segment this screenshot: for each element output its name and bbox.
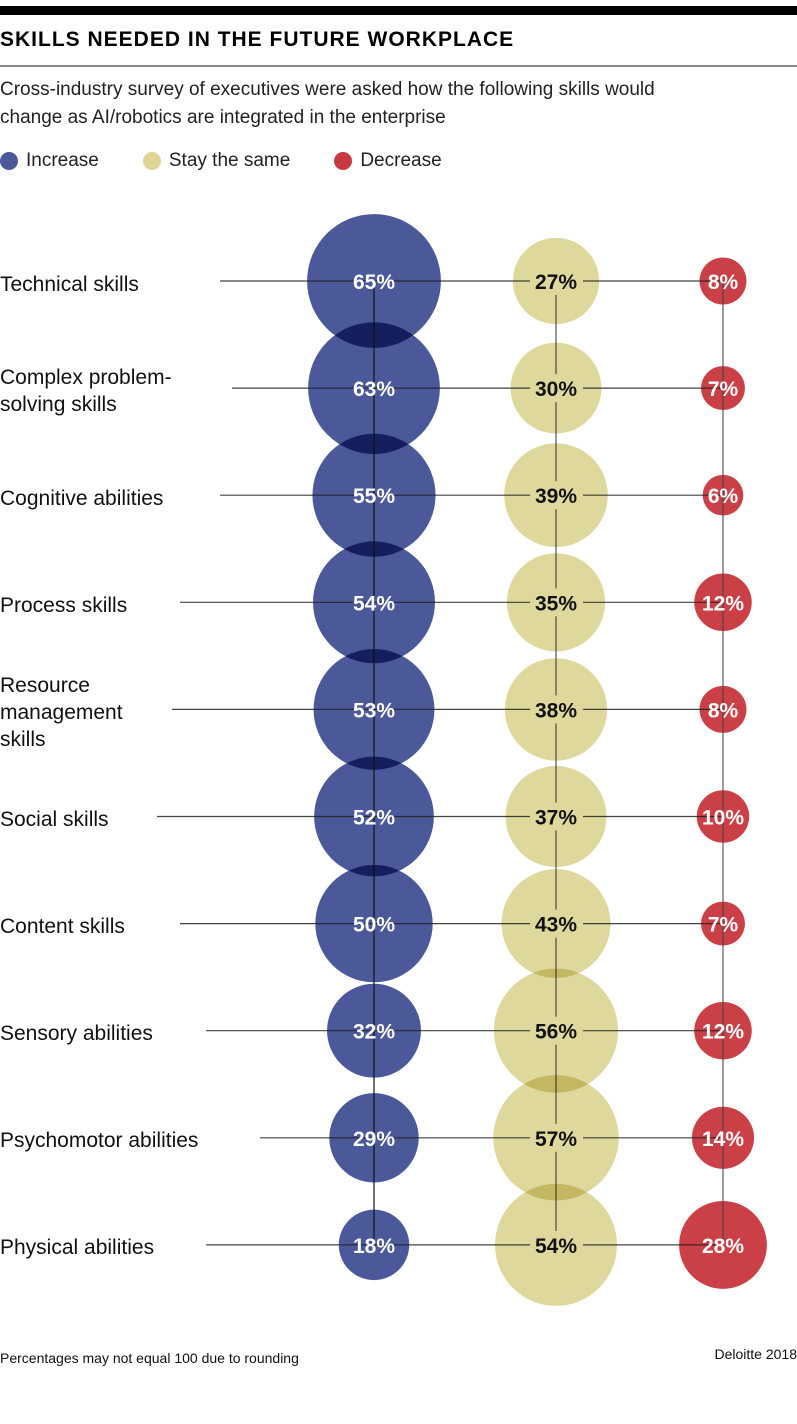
legend-swatch-increase [0, 152, 18, 170]
value-label-decrease: 8% [708, 699, 739, 722]
connector-lines-layer [157, 280, 724, 1246]
bubble-stay [512, 237, 600, 325]
legend-swatch-stay [142, 152, 161, 170]
row-label: Resource management skills [0, 672, 123, 753]
legend-item-stay: Stay the same [142, 150, 291, 172]
title-divider [0, 65, 797, 67]
row-label-line: Physical abilities [0, 1236, 155, 1260]
value-label-stay: 39% [535, 485, 577, 508]
value-label-increase: 54% [353, 592, 395, 615]
value-label-decrease: 8% [708, 271, 739, 294]
value-label-increase: 63% [353, 378, 395, 401]
value-label-decrease: 12% [702, 592, 744, 615]
row-label-line: Social skills [0, 808, 109, 831]
value-label-stay: 54% [535, 1235, 577, 1258]
value-label-stay: 56% [535, 1021, 577, 1044]
bubble-stay [505, 766, 607, 867]
value-label-decrease: 6% [708, 485, 739, 508]
row-label-line: Resource [0, 673, 90, 697]
value-label-increase: 50% [353, 914, 395, 937]
footnote: Percentages may not equal 100 due to rou… [0, 1350, 299, 1366]
value-label-stay: 35% [535, 592, 577, 615]
value-label-stay: 57% [535, 1128, 577, 1151]
value-label-stay: 27% [535, 271, 577, 294]
value-label-decrease: 12% [702, 1021, 744, 1044]
row-label-line: Psychomotor abilities [0, 1129, 199, 1153]
value-label-increase: 65% [353, 271, 395, 294]
chart-title: SKILLS NEEDED IN THE FUTURE WORKPLACE [0, 28, 515, 51]
value-label-decrease: 7% [708, 378, 739, 401]
value-label-increase: 18% [353, 1235, 395, 1258]
bubble-stay [504, 443, 608, 548]
source-credit: Deloitte 2018 [714, 1346, 797, 1362]
row-label-line: Process skills [0, 593, 128, 617]
chart-subtitle: Cross-industry survey of executives were… [0, 79, 655, 128]
row-label: Content skills [0, 913, 125, 940]
bubble-stay [501, 869, 611, 979]
row-label: Sensory abilities [0, 1020, 153, 1047]
legend-label-decrease: Decrease [360, 150, 442, 171]
row-label-line: solving skills [0, 393, 117, 417]
legend-label-stay: Stay the same [168, 150, 291, 171]
value-label-decrease: 28% [702, 1235, 744, 1258]
bubble-stay [506, 553, 606, 652]
row-label-line: Complex problem- [0, 366, 172, 390]
value-label-increase: 55% [353, 485, 395, 508]
value-label-decrease: 10% [702, 807, 744, 830]
value-label-stay: 37% [535, 807, 577, 830]
value-label-increase: 52% [353, 807, 395, 830]
value-label-stay: 43% [535, 914, 577, 937]
value-label-increase: 53% [353, 699, 395, 722]
value-label-increase: 32% [353, 1021, 395, 1044]
row-label-line: Content skills [0, 915, 125, 939]
row-label-line: Sensory abilities [0, 1022, 153, 1046]
bubble-stay [504, 658, 608, 761]
row-label-line: management [0, 700, 123, 724]
legend-label-increase: Increase [26, 150, 99, 171]
legend-item-decrease: Decrease [334, 150, 442, 172]
row-label: Physical abilities [0, 1234, 154, 1261]
row-label: Cognitive abilities [0, 485, 163, 512]
legend: Increase Stay the same Decrease [0, 150, 486, 172]
row-label: Technical skills [0, 271, 139, 298]
bubble-stay [510, 342, 602, 434]
bubble-stay [493, 1075, 619, 1201]
row-label-line: Cognitive abilities [0, 486, 164, 510]
row-label: Psychomotor abilities [0, 1127, 198, 1154]
legend-swatch-decrease [334, 152, 353, 170]
row-label-line: Technical skills [0, 272, 139, 296]
value-label-stay: 38% [535, 699, 577, 722]
value-label-stay: 30% [535, 378, 577, 401]
row-label-line: skills [0, 727, 46, 751]
bubble-stay [495, 1183, 617, 1306]
value-label-increase: 29% [353, 1128, 395, 1151]
value-label-decrease: 7% [708, 914, 739, 937]
row-label: Process skills [0, 592, 127, 619]
value-label-decrease: 14% [702, 1128, 744, 1151]
row-label: Social skills [0, 806, 109, 833]
bubble-stay [493, 968, 619, 1093]
top-bar [0, 6, 797, 15]
row-label: Complex problem-solving skills [0, 364, 172, 418]
legend-item-increase: Increase [0, 150, 99, 172]
value-labels-layer: 65% 63% 55% 54% 53% 52% 50% 32% 29% 18% 27% 30% 39% 3… [353, 271, 744, 1258]
